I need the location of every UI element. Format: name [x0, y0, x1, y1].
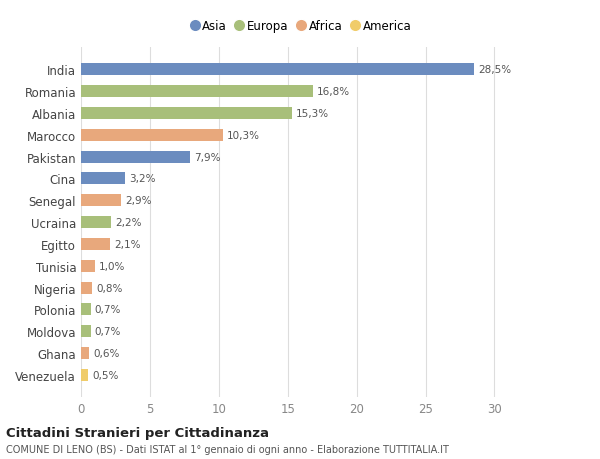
- Text: COMUNE DI LENO (BS) - Dati ISTAT al 1° gennaio di ogni anno - Elaborazione TUTTI: COMUNE DI LENO (BS) - Dati ISTAT al 1° g…: [6, 444, 449, 454]
- Bar: [81, 195, 121, 207]
- Bar: [81, 369, 88, 381]
- Text: 0,8%: 0,8%: [96, 283, 122, 293]
- Bar: [81, 108, 292, 120]
- Bar: [81, 173, 125, 185]
- Text: 0,7%: 0,7%: [95, 327, 121, 336]
- Text: 0,7%: 0,7%: [95, 305, 121, 315]
- Bar: [81, 282, 92, 294]
- Bar: [81, 325, 91, 337]
- Text: 10,3%: 10,3%: [227, 130, 260, 140]
- Bar: [81, 260, 95, 272]
- Bar: [81, 86, 313, 98]
- Text: 28,5%: 28,5%: [478, 65, 511, 75]
- Text: 7,9%: 7,9%: [194, 152, 221, 162]
- Text: Cittadini Stranieri per Cittadinanza: Cittadini Stranieri per Cittadinanza: [6, 426, 269, 439]
- Bar: [81, 238, 110, 251]
- Text: 1,0%: 1,0%: [99, 261, 125, 271]
- Text: 2,2%: 2,2%: [115, 218, 142, 228]
- Text: 16,8%: 16,8%: [317, 87, 350, 97]
- Bar: [81, 151, 190, 163]
- Text: 3,2%: 3,2%: [129, 174, 156, 184]
- Legend: Asia, Europa, Africa, America: Asia, Europa, Africa, America: [187, 16, 416, 38]
- Bar: [81, 129, 223, 141]
- Bar: [81, 217, 112, 229]
- Bar: [81, 64, 474, 76]
- Text: 0,6%: 0,6%: [94, 348, 120, 358]
- Text: 2,9%: 2,9%: [125, 196, 152, 206]
- Text: 0,5%: 0,5%: [92, 370, 118, 380]
- Bar: [81, 347, 89, 359]
- Text: 15,3%: 15,3%: [296, 109, 329, 118]
- Bar: [81, 304, 91, 316]
- Text: 2,1%: 2,1%: [114, 240, 140, 249]
